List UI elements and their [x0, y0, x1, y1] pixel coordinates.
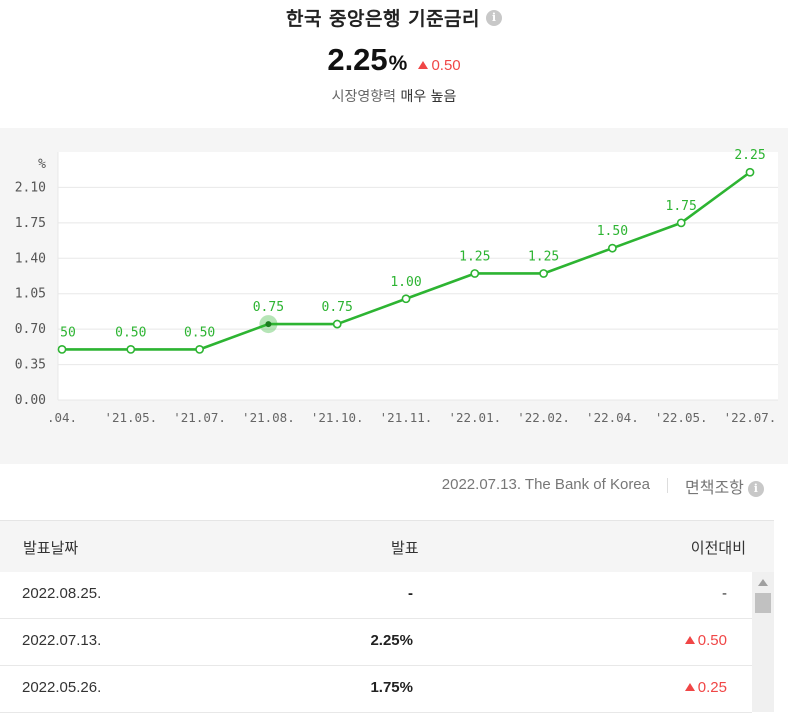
table-header: 발표날짜 발표 이전대비	[0, 520, 774, 573]
row-date: 2022.07.13.	[22, 632, 102, 649]
x-tick-label: '21.11.	[380, 410, 433, 425]
source-text: 2022.07.13. The Bank of Korea	[441, 476, 650, 493]
plot-background	[58, 152, 778, 400]
row-change-value: 0.50	[697, 632, 727, 649]
rate-line-chart[interactable]: % 0.00 0.35 0.70 1.05 1.40 1.75 2.10 .04. '21.05.…	[0, 128, 788, 464]
table-scrollbar[interactable]	[752, 572, 774, 712]
market-impact-value: 매우 높음	[400, 89, 457, 105]
column-header-change: 이전대비	[690, 539, 746, 557]
scroll-thumb[interactable]	[755, 593, 771, 613]
y-tick-label: 1.40	[15, 251, 46, 266]
data-label: 1.75	[666, 199, 697, 214]
row-value: -	[408, 585, 413, 602]
y-tick-label: 1.05	[15, 287, 46, 302]
title-row: 한국 중앙은행 기준금리 i	[0, 4, 788, 31]
indicator-title: 한국 중앙은행 기준금리	[285, 8, 481, 30]
indicator-header: 한국 중앙은행 기준금리 i 2.25% 0.50 시장영향력 매우 높음	[0, 0, 788, 128]
data-label: 1.25	[459, 249, 490, 264]
current-rate-unit: %	[388, 52, 408, 75]
data-label: 1.25	[528, 249, 559, 264]
x-tick-label: '21.07.	[173, 410, 226, 425]
data-label: 0.75	[253, 300, 284, 315]
data-label: 1.50	[597, 224, 628, 239]
disclaimer-info-icon[interactable]: i	[747, 480, 764, 497]
x-tick-label: '22.04.	[586, 410, 639, 425]
value-row: 2.25% 0.50	[0, 42, 788, 78]
x-tick-label: .04.	[47, 410, 77, 425]
market-impact: 시장영향력 매우 높음	[0, 86, 788, 106]
row-change: 0.50	[684, 632, 727, 649]
triangle-up-icon	[418, 61, 429, 69]
disclaimer-label: 면책조항	[685, 478, 744, 497]
table-row: 2022.05.26. 1.75% 0.25	[0, 666, 752, 713]
chart-area: % 0.00 0.35 0.70 1.05 1.40 1.75 2.10 .04. '21.05.…	[0, 128, 788, 464]
data-label: 0.75	[322, 300, 353, 315]
data-point-active	[265, 321, 272, 328]
rate-change-value: 0.50	[431, 57, 461, 74]
data-point	[539, 269, 548, 278]
x-tick-label: '22.05.	[655, 410, 708, 425]
source-row: 2022.07.13. The Bank of Korea 면책조항 i	[0, 464, 788, 520]
row-value: 1.75%	[370, 679, 413, 696]
data-point	[195, 344, 204, 354]
table-row: 2022.08.25. - -	[0, 572, 752, 619]
triangle-up-icon	[684, 636, 695, 644]
data-point	[126, 344, 136, 354]
release-table: 2022.08.25. - - 2022.07.13. 2.25% 0.50 2…	[0, 572, 752, 713]
info-icon[interactable]: i	[486, 9, 503, 26]
data-label: 0.50	[184, 325, 215, 340]
row-change-value: 0.25	[697, 679, 727, 696]
x-tick-label: '21.05.	[104, 410, 157, 425]
y-tick-label: 0.70	[15, 322, 46, 337]
x-tick-label: '22.02.	[517, 410, 570, 425]
row-date: 2022.05.26.	[22, 679, 102, 696]
row-date: 2022.08.25.	[22, 585, 102, 602]
data-label: 2.25	[734, 148, 765, 163]
row-value: 2.25%	[370, 632, 413, 649]
source-divider	[667, 478, 668, 493]
market-impact-label: 시장영향력	[331, 89, 396, 105]
data-point	[608, 243, 617, 253]
y-tick-label: 0.00	[15, 393, 46, 408]
data-label: 0.50	[115, 325, 146, 340]
disclaimer-link[interactable]: 면책조항 i	[685, 474, 764, 498]
data-point	[676, 218, 686, 228]
y-axis-unit: %	[38, 157, 46, 172]
scroll-up-arrow-icon[interactable]	[758, 579, 768, 586]
data-point	[745, 167, 755, 177]
y-tick-label: 0.35	[15, 358, 46, 373]
triangle-up-icon	[684, 683, 695, 691]
data-label: 50	[60, 325, 76, 340]
column-header-value: 발표	[391, 539, 419, 557]
x-tick-label: '22.01.	[448, 410, 501, 425]
x-tick-label: '21.10.	[311, 410, 364, 425]
y-tick-label: 1.75	[15, 216, 46, 231]
y-tick-label: 2.10	[15, 180, 46, 195]
x-tick-label: '21.08.	[242, 410, 295, 425]
data-label: 1.00	[390, 275, 421, 290]
data-point	[470, 269, 480, 278]
x-tick-label: '22.07.	[724, 410, 777, 425]
rate-change: 0.50	[418, 57, 461, 74]
data-point	[332, 319, 342, 329]
table-row: 2022.07.13. 2.25% 0.50	[0, 619, 752, 666]
data-point	[57, 344, 67, 354]
data-point	[401, 294, 411, 304]
row-change: 0.25	[684, 679, 727, 696]
current-rate-value: 2.25	[327, 42, 388, 77]
row-change: -	[722, 585, 727, 602]
column-header-date: 발표날짜	[23, 539, 79, 557]
